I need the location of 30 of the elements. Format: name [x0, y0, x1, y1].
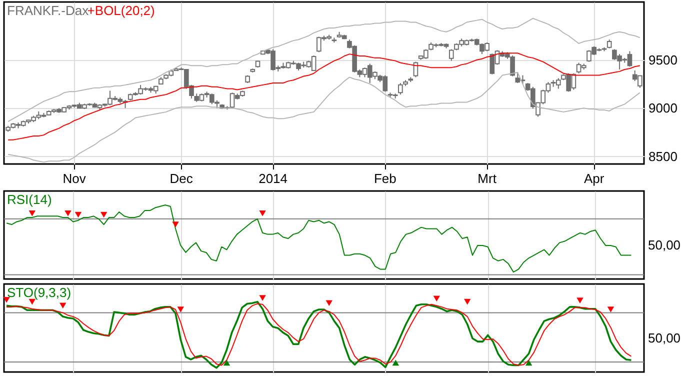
point [392, 360, 400, 366]
chart-title: STO(9,3,3) [7, 285, 72, 300]
text: 50,00 [648, 330, 681, 346]
x-tick-label: Nov [62, 171, 86, 186]
point [525, 360, 532, 366]
text: +BOL(20;2) [87, 3, 155, 18]
point [177, 306, 184, 312]
point [223, 360, 230, 366]
point [259, 295, 266, 301]
y-tick-label: 8500 [648, 148, 678, 164]
y-tick-label: 9000 [648, 100, 678, 116]
point [326, 300, 332, 306]
point [433, 296, 440, 302]
line-series [8, 52, 640, 140]
x-tick-label: Feb [374, 171, 396, 186]
text: 50,00 [648, 238, 681, 253]
line-series [8, 72, 640, 163]
x-tick-label: Apr [584, 171, 605, 186]
x-tick-label: Mrt [478, 171, 497, 186]
point [576, 298, 584, 304]
x-tick-label: Dec [170, 171, 194, 186]
x-tick-label: 2014 [258, 171, 288, 186]
point [607, 306, 614, 312]
point [60, 302, 66, 309]
chart-title: FRANKF.-Dax [7, 3, 90, 18]
line-series [8, 18, 640, 122]
candlestick [398, 82, 403, 96]
chart-title: RSI(14) [7, 192, 52, 207]
y-tick-label: 9500 [648, 52, 678, 68]
point [464, 298, 471, 305]
